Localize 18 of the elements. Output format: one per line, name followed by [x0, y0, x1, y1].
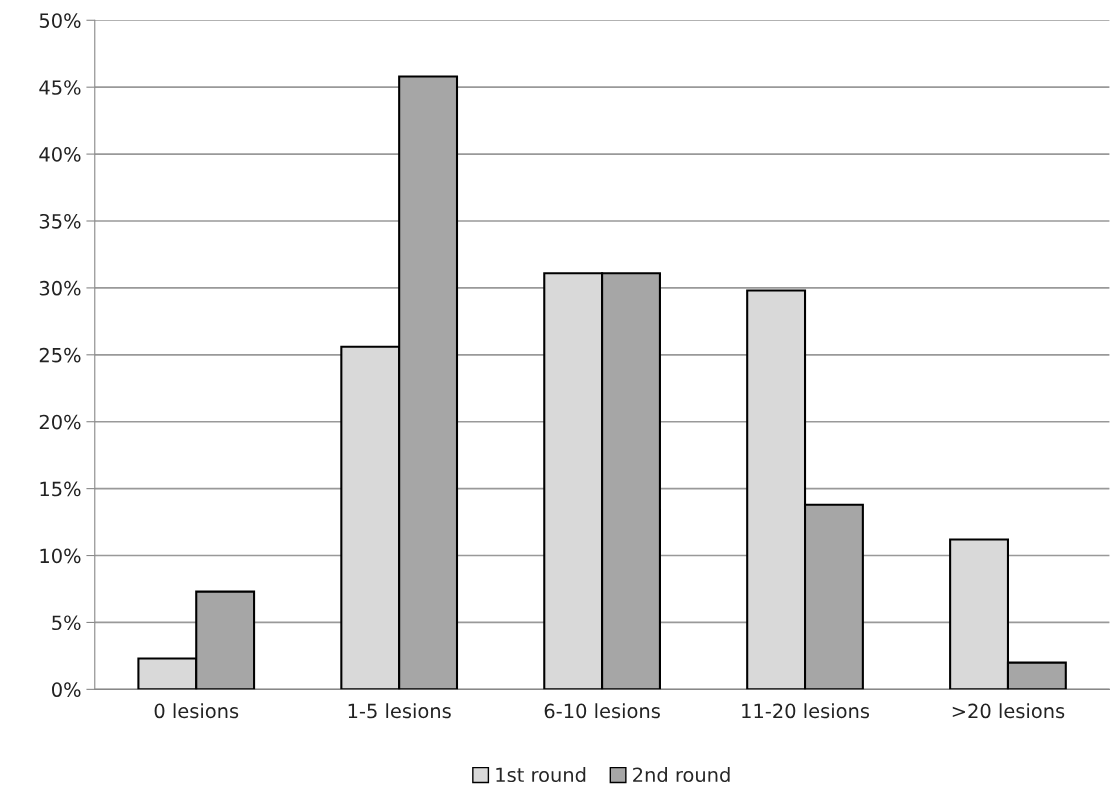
x-tick-label: 0 lesions: [154, 703, 239, 719]
y-tick-label: 5%: [52, 615, 81, 631]
legend-label: 1st round: [496, 767, 586, 783]
legend-label: 2nd round: [633, 767, 730, 783]
y-tick-label: 10%: [40, 548, 81, 564]
y-tick-label: 0%: [52, 682, 81, 698]
x-tick-label: >20 lesions: [952, 703, 1065, 719]
y-tick-label: 45%: [39, 80, 81, 95]
y-tick-label: 50%: [39, 13, 81, 28]
y-tick-label: 20%: [39, 414, 81, 430]
x-tick-label: 6-10 lesions: [544, 703, 660, 719]
x-tick-label: 11-20 lesions: [742, 703, 870, 719]
y-tick-label: 30%: [39, 280, 81, 296]
x-tick-label: 1-5 lesions: [348, 703, 451, 719]
y-tick-label: 35%: [39, 213, 81, 229]
y-tick-label: 40%: [39, 147, 81, 162]
y-tick-label: 15%: [40, 481, 81, 497]
y-tick-label: 25%: [39, 347, 81, 363]
